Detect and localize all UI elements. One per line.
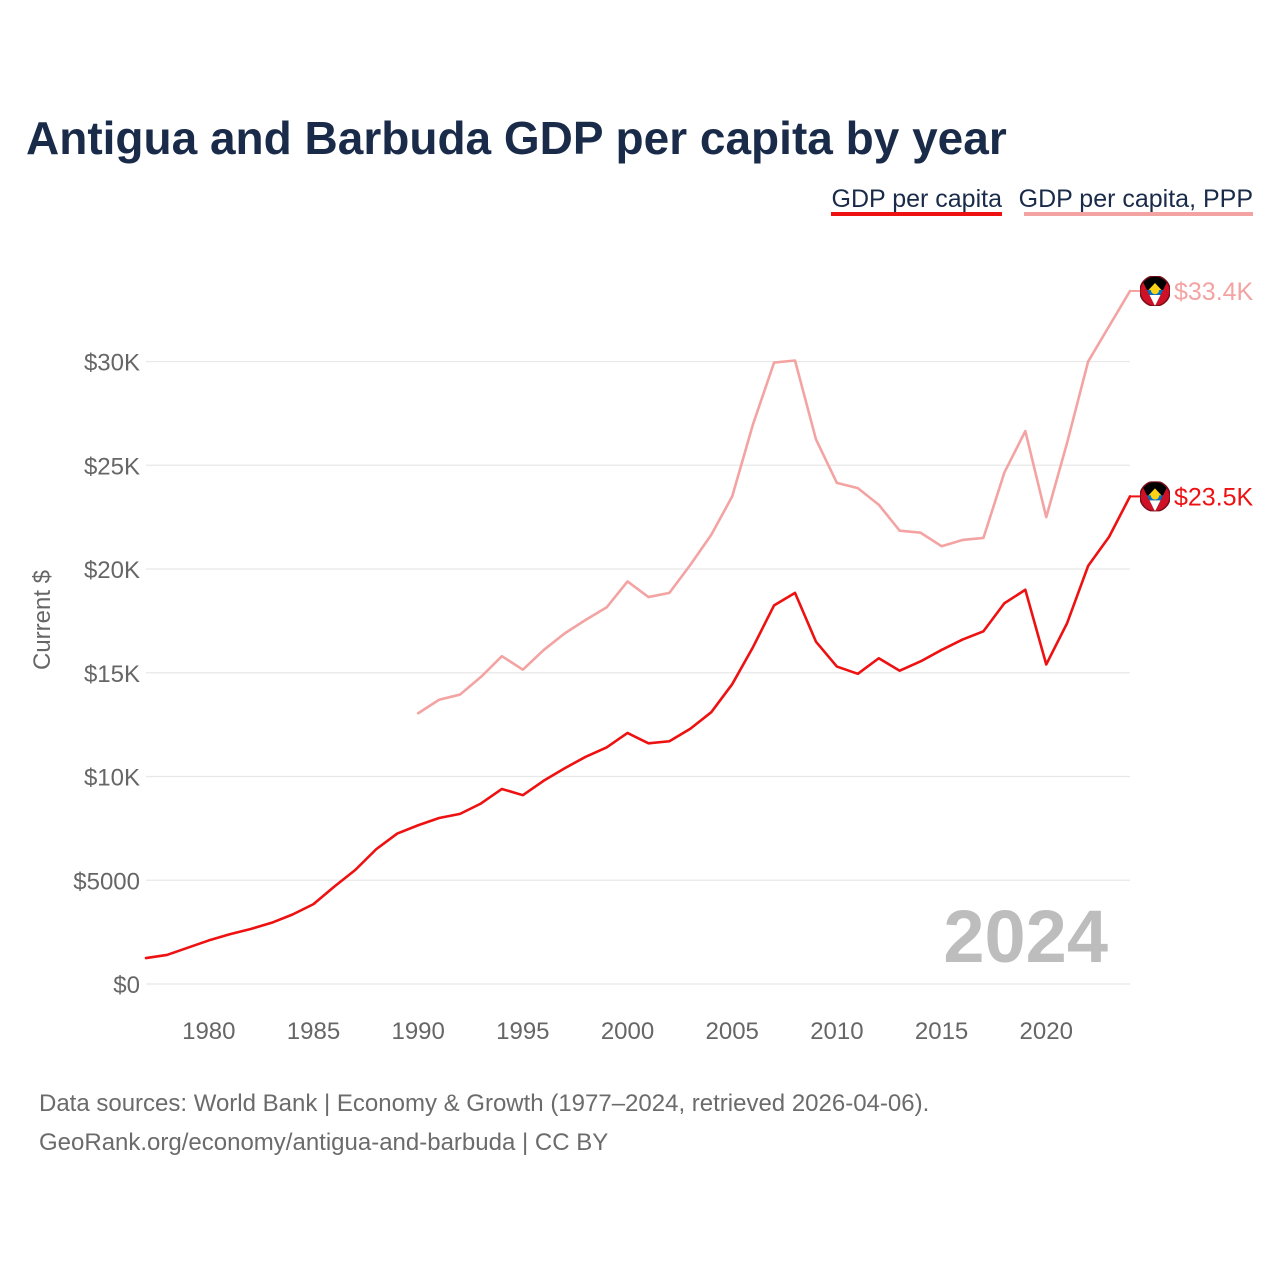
x-tick-label: 2000	[601, 1018, 654, 1045]
x-tick-label: 1985	[287, 1018, 340, 1045]
antigua-flag-icon	[1140, 276, 1170, 306]
end-value-label: $33.4K	[1174, 278, 1254, 306]
x-tick-label: 2005	[706, 1018, 759, 1045]
y-tick-label: $15K	[84, 661, 140, 688]
chart-title: Antigua and Barbuda GDP per capita by ye…	[26, 112, 1007, 164]
y-tick-label: $25K	[84, 453, 140, 480]
end-value-label: $23.5K	[1174, 483, 1254, 511]
y-tick-label: $5000	[73, 868, 140, 895]
series-line-gdp-per-capita	[144, 495, 1132, 960]
x-tick-label: 1990	[391, 1018, 444, 1045]
legend: GDP per capita GDP per capita, PPP	[831, 185, 1253, 216]
y-axis-label: Current $	[29, 570, 56, 670]
footer-source: Data sources: World Bank | Economy & Gro…	[39, 1090, 929, 1117]
legend-swatch-gdp-per-capita	[831, 212, 1002, 216]
grid-lines	[146, 360, 1130, 985]
antigua-flag-icon	[1140, 481, 1170, 511]
x-tick-label: 2010	[810, 1018, 863, 1045]
y-tick-label: $30K	[84, 350, 140, 377]
y-tick-label: $10K	[84, 765, 140, 792]
legend-item-gdp-per-capita: GDP per capita	[832, 185, 1003, 213]
footer-attribution: GeoRank.org/economy/antigua-and-barbuda …	[39, 1129, 608, 1156]
y-axis-ticks: $0 $5000 $10K $15K $20K $25K $30K	[73, 350, 140, 999]
end-markers: $33.4K $23.5K	[1130, 276, 1254, 511]
x-tick-label: 2015	[915, 1018, 968, 1045]
overlay-year: 2024	[943, 895, 1108, 978]
y-tick-label: $0	[113, 972, 140, 999]
y-tick-label: $20K	[84, 557, 140, 584]
series-line-gdp-per-capita-ppp	[416, 289, 1132, 715]
series-lines	[144, 289, 1132, 960]
x-tick-label: 2020	[1020, 1018, 1073, 1045]
x-tick-label: 1980	[182, 1018, 235, 1045]
x-tick-label: 1995	[496, 1018, 549, 1045]
legend-item-gdp-per-capita-ppp: GDP per capita, PPP	[1019, 185, 1253, 213]
x-axis-ticks: 1980 1985 1990 1995 2000 2005 2010 2015 2020	[182, 1018, 1073, 1045]
legend-swatch-gdp-per-capita-ppp	[1024, 212, 1253, 216]
